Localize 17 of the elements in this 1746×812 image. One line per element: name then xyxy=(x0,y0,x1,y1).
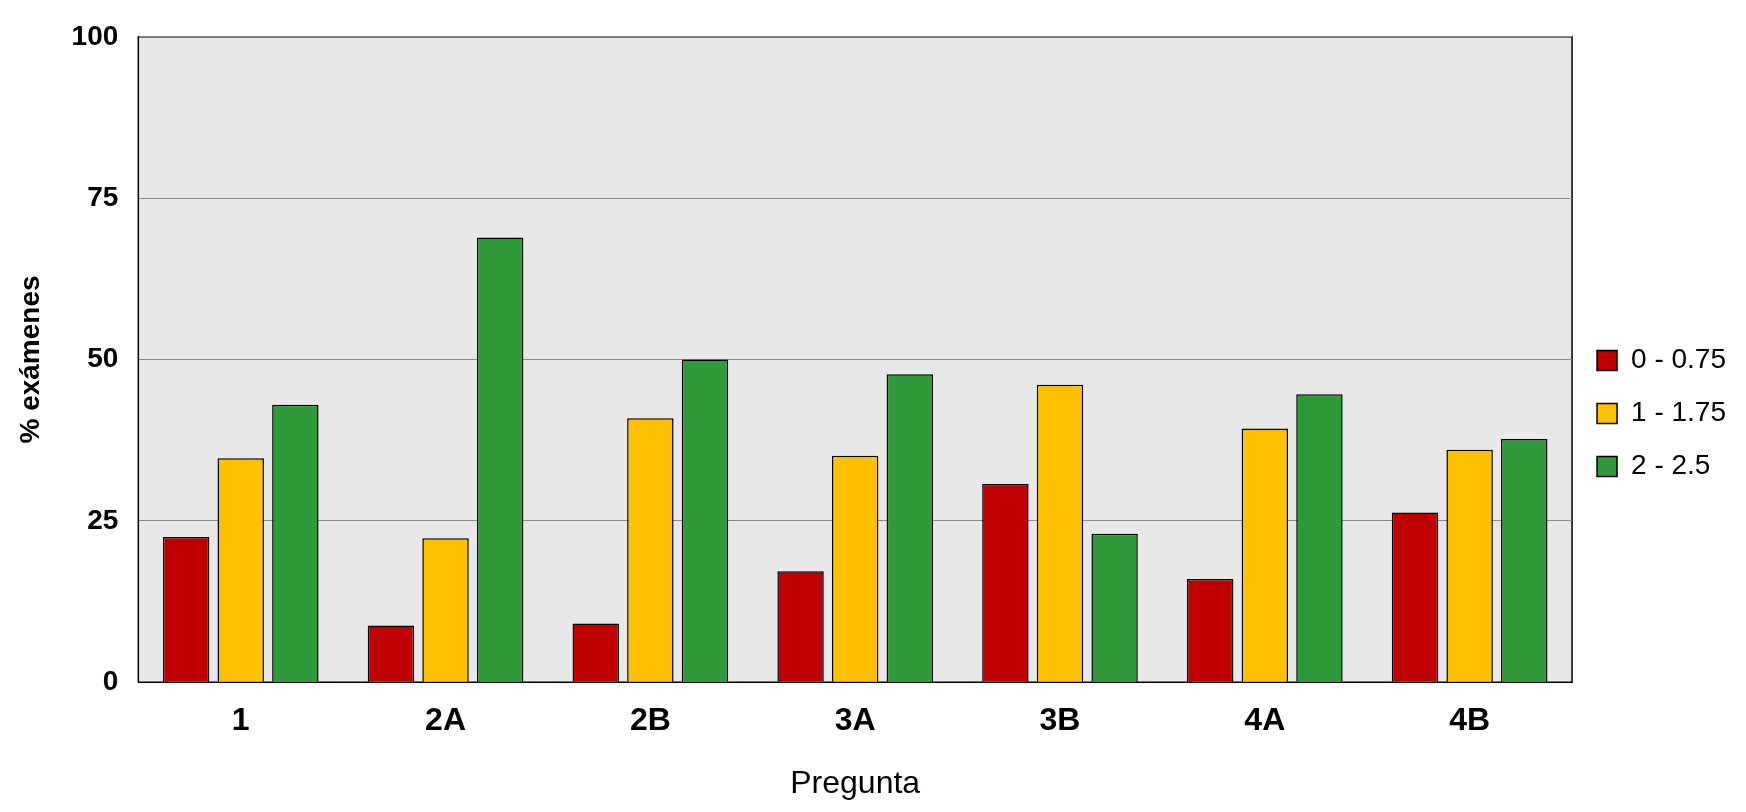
x-tick-label: 1 xyxy=(231,701,250,738)
x-tick-label: 3A xyxy=(834,701,876,738)
x-tick-label: 4A xyxy=(1244,701,1286,738)
x-tick-label: 3B xyxy=(1039,701,1081,738)
y-tick-label: 100 xyxy=(71,19,119,51)
y-tick-label: 75 xyxy=(87,180,119,212)
x-tick-label: 2A xyxy=(425,701,466,738)
y-tick-label: 0 xyxy=(102,664,119,696)
x-axis-title: Pregunta xyxy=(790,763,921,800)
legend-label: 0 - 0.75 xyxy=(1631,343,1726,375)
x-tick-label: 2B xyxy=(629,701,671,738)
y-axis-title: % exámenes xyxy=(13,275,45,444)
legend-label: 2 - 2.5 xyxy=(1631,449,1711,481)
x-tick-label: 4B xyxy=(1449,701,1491,738)
legend-label: 1 - 1.75 xyxy=(1631,396,1726,428)
y-tick-label: 50 xyxy=(87,342,119,374)
y-tick-label: 25 xyxy=(87,503,119,535)
